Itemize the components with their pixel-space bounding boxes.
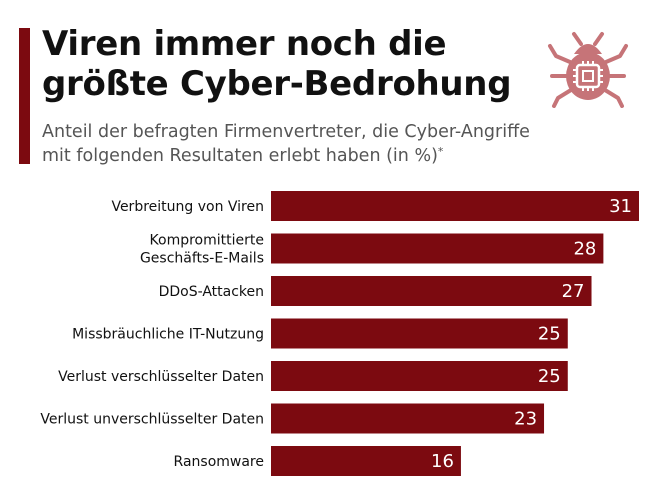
category-label-3: Missbräuchliche IT-Nutzung [72,327,264,343]
subtitle-line-2-text: mit folgenden Resultaten erlebt haben (i… [42,146,438,166]
bar-1 [271,233,604,264]
category-label-6: Ransomware [174,454,264,470]
category-label-5: Verlust unverschlüsselter Daten [40,412,264,428]
value-label-6: 16 [431,451,454,472]
title-line-2: größte Cyber-Bedrohung [42,64,512,104]
bug-chip-icon [548,32,628,108]
chart-title: Viren immer noch die größte Cyber-Bedroh… [42,24,542,104]
chart-subtitle: Anteil der befragten Firmenvertreter, di… [42,120,632,168]
bar-6 [271,446,461,476]
category-label-1: Kompromittierte Geschäfts-E-Mails [140,233,264,267]
bar-2 [271,276,592,306]
category-label-4: Verlust verschlüsselter Daten [58,369,264,385]
accent-bar [19,28,30,164]
value-label-2: 27 [562,281,585,302]
bar-3 [271,318,568,349]
category-label-0: Verbreitung von Viren [111,199,264,215]
footnote-mark: * [437,145,444,158]
bar-5 [271,403,545,434]
title-line-1: Viren immer noch die [42,24,447,64]
bar-4 [271,361,568,391]
value-label-3: 25 [538,324,561,345]
subtitle-line-2: mit folgenden Resultaten erlebt haben (i… [42,144,632,168]
bar-0 [271,191,639,221]
value-label-1: 28 [573,239,596,260]
category-label-2: DDoS-Attacken [159,284,264,300]
subtitle-line-1: Anteil der befragten Firmenvertreter, di… [42,122,530,142]
value-label-4: 25 [538,366,561,387]
value-label-5: 23 [514,409,537,430]
value-label-0: 31 [609,196,632,217]
